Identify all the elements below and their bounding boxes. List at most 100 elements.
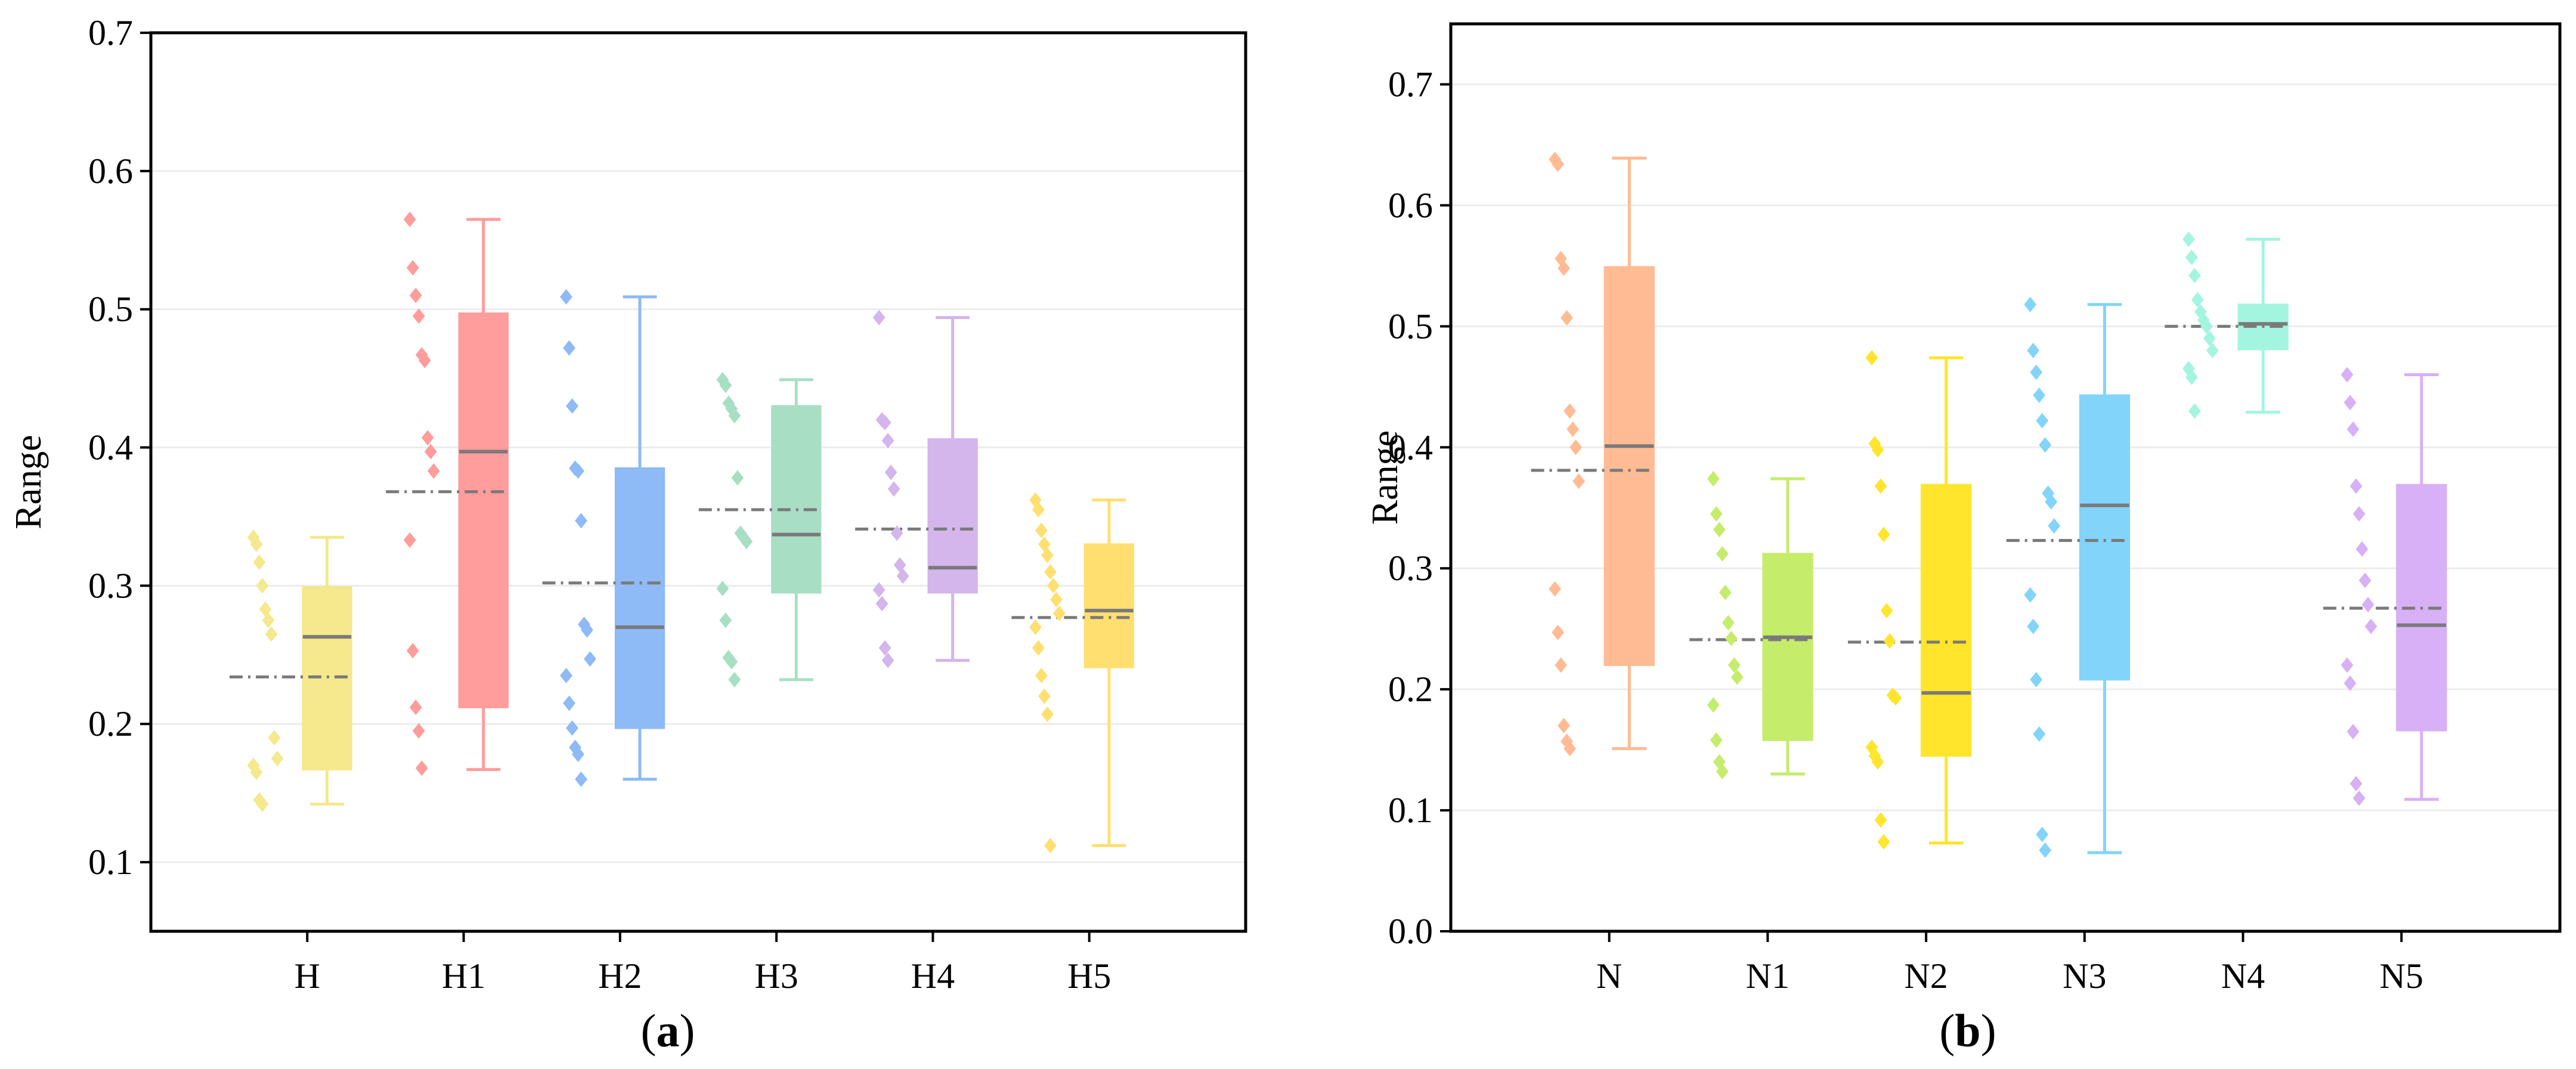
data-point (2182, 231, 2195, 247)
data-point (403, 211, 416, 227)
data-point (2033, 726, 2046, 742)
data-point (2191, 292, 2204, 308)
y-tick-label: 0.4 (1388, 427, 1433, 467)
data-point (2343, 675, 2357, 691)
data-point (2340, 367, 2354, 383)
points-a (247, 211, 1066, 854)
box-N4 (2165, 237, 2289, 414)
data-point (584, 651, 596, 667)
data-point (403, 532, 416, 548)
y-tick-label: 0.3 (88, 566, 133, 605)
data-point (415, 760, 428, 776)
data-point (560, 289, 572, 305)
data-point (563, 695, 575, 711)
box-iqr (1603, 266, 1655, 667)
data-point (896, 568, 909, 584)
data-point (412, 723, 425, 739)
data-point (2188, 268, 2201, 284)
data-point (560, 668, 572, 684)
data-point (731, 470, 744, 486)
data-point (1722, 615, 1735, 631)
data-point (409, 287, 422, 303)
data-point (427, 463, 440, 479)
data-point (1035, 522, 1048, 538)
boxes-b (1531, 156, 2447, 854)
y-tick-label: 0.1 (1388, 791, 1433, 830)
data-point (1032, 501, 1045, 518)
plot-frame-a (149, 31, 1247, 933)
data-point (418, 352, 431, 368)
data-point (2027, 342, 2040, 358)
box-H1 (386, 218, 509, 771)
x-tick-label: H (295, 956, 320, 996)
x-tick-label: H2 (598, 956, 642, 996)
data-point (253, 554, 266, 570)
data-point (2030, 364, 2043, 380)
data-point (1569, 439, 1582, 456)
data-point (1049, 591, 1063, 608)
data-point (719, 612, 732, 628)
data-point (2361, 597, 2374, 613)
data-point (1029, 619, 1042, 635)
data-point (2206, 342, 2219, 358)
y-tick-label: 0.2 (88, 704, 133, 743)
data-point (1572, 473, 1585, 489)
data-point (875, 596, 888, 612)
plot-frame-b (1449, 22, 2562, 933)
x-tick-label: H1 (442, 956, 485, 996)
box-iqr (1083, 543, 1135, 668)
data-point (1716, 546, 1729, 562)
data-point (1865, 350, 1878, 366)
x-tick-label: N (1596, 956, 1622, 996)
data-point (2349, 478, 2363, 494)
data-point (1561, 310, 1573, 326)
box-H2 (542, 295, 665, 781)
boxes-a (229, 218, 1135, 847)
box-iqr (1762, 553, 1813, 741)
data-point (1044, 838, 1057, 854)
data-point (1041, 707, 1054, 723)
data-point (421, 430, 434, 446)
data-point (2346, 421, 2360, 437)
data-point (262, 612, 275, 628)
data-point (878, 414, 891, 430)
data-point (725, 653, 738, 670)
data-point (256, 796, 269, 812)
data-point (406, 260, 419, 276)
x-tick-label: H3 (754, 956, 798, 996)
x-axis-b: N N1 N2 N3 N4 N5 (1596, 931, 2423, 996)
data-point (271, 751, 284, 767)
y-axis-a: 0.1 0.2 0.3 0.4 0.5 0.6 0.7 (88, 13, 151, 882)
data-point (1713, 522, 1726, 538)
data-point (884, 464, 897, 481)
box-iqr (614, 467, 665, 729)
panel-letter-a: a (657, 1005, 680, 1056)
data-point (2340, 657, 2354, 673)
data-point (1549, 581, 1561, 597)
data-point (1710, 732, 1723, 748)
box-N (1531, 156, 1655, 751)
data-point (406, 643, 419, 659)
x-axis-a: H H1 H2 H3 H4 H5 (295, 931, 1111, 996)
data-point (572, 463, 584, 479)
data-point (2349, 776, 2363, 792)
data-point (575, 771, 587, 787)
data-point (1871, 442, 1884, 458)
x-tick-label: H5 (1067, 956, 1111, 996)
data-point (409, 699, 422, 715)
data-point (1719, 584, 1732, 600)
box-N1 (1689, 477, 1813, 776)
data-point (890, 525, 903, 541)
data-point (1710, 506, 1723, 522)
box-N5 (2323, 373, 2447, 801)
box-N2 (1848, 356, 1972, 845)
data-point (2036, 826, 2049, 842)
box-iqr (927, 438, 978, 594)
box-iqr (771, 405, 822, 594)
data-point (572, 746, 584, 763)
data-point (1032, 640, 1045, 656)
box-N3 (2006, 303, 2131, 854)
data-point (1563, 740, 1576, 757)
chart-panel-b: 0.0 0.1 0.2 0.3 0.4 0.5 0.6 0.7 N N1 N2 N3 N4 N5 Ran… (1365, 22, 2562, 1056)
